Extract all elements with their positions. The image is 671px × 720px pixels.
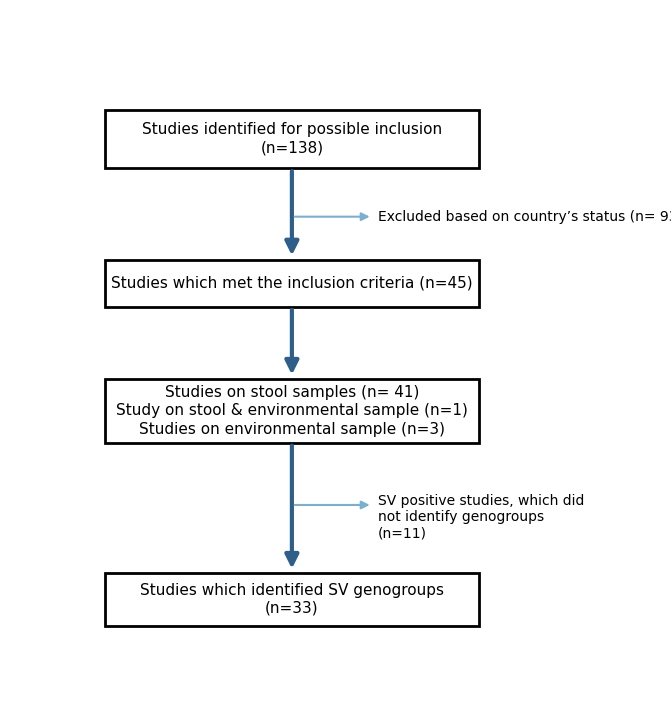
- Text: SV positive studies, which did
not identify genogroups
(n=11): SV positive studies, which did not ident…: [378, 494, 584, 540]
- Bar: [105, 573, 479, 626]
- Text: (n=33): (n=33): [265, 601, 319, 616]
- Text: Study on stool & environmental sample (n=1): Study on stool & environmental sample (n…: [116, 403, 468, 418]
- Text: Studies identified for possible inclusion: Studies identified for possible inclusio…: [142, 122, 442, 138]
- Bar: [105, 260, 479, 307]
- Text: Studies which identified SV genogroups: Studies which identified SV genogroups: [140, 582, 444, 598]
- Bar: [105, 110, 479, 168]
- Text: (n=138): (n=138): [260, 140, 323, 156]
- Text: Studies on environmental sample (n=3): Studies on environmental sample (n=3): [139, 421, 445, 436]
- Text: Studies which met the inclusion criteria (n=45): Studies which met the inclusion criteria…: [111, 276, 472, 291]
- Text: Excluded based on country’s status (n= 93): Excluded based on country’s status (n= 9…: [378, 210, 671, 224]
- Text: Studies on stool samples (n= 41): Studies on stool samples (n= 41): [164, 385, 419, 400]
- Bar: [105, 379, 479, 443]
